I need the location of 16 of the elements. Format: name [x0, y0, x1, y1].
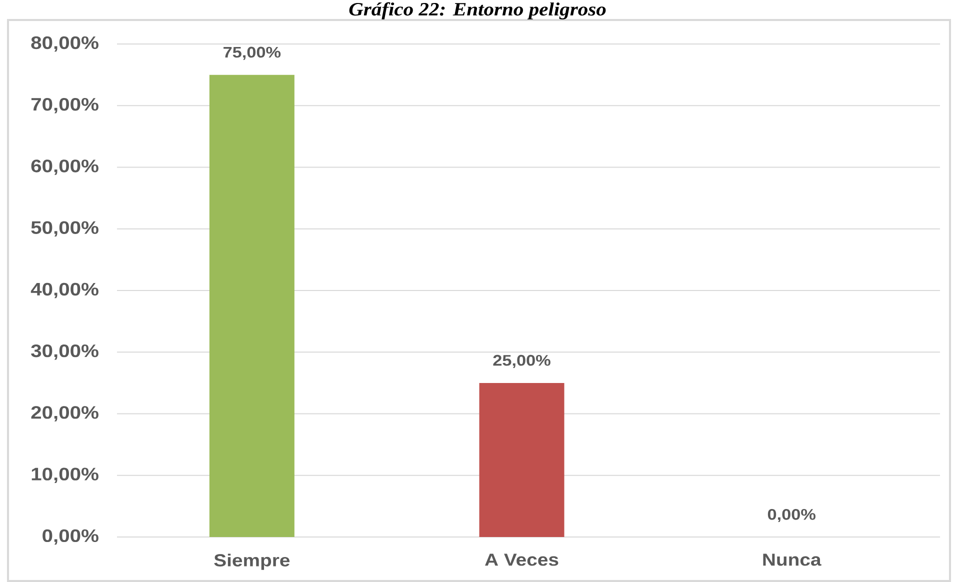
data-label: 75,00% [224, 46, 281, 60]
chart-title: Gráfico 22: Entorno peligroso [349, 2, 606, 20]
y-tick-label: 40,00% [30, 282, 98, 298]
y-tick-label: 60,00% [31, 160, 98, 175]
y-tick-label: 80,00% [31, 36, 98, 52]
data-label: 0,00% [768, 508, 816, 522]
y-tick-label: 50,00% [31, 221, 98, 237]
x-tick-label: Nunca [763, 554, 822, 566]
data-label: 25,00% [493, 354, 550, 368]
y-tick-label: 70,00% [31, 98, 98, 114]
y-tick-label: 30,00% [31, 344, 98, 360]
y-tick-label: 0,00% [42, 529, 98, 545]
x-tick-label: A Veces [485, 554, 558, 566]
y-tick-label: 10,00% [32, 468, 98, 484]
y-tick-label: 20,00% [31, 406, 98, 422]
x-tick-label: Siempre [214, 554, 290, 570]
